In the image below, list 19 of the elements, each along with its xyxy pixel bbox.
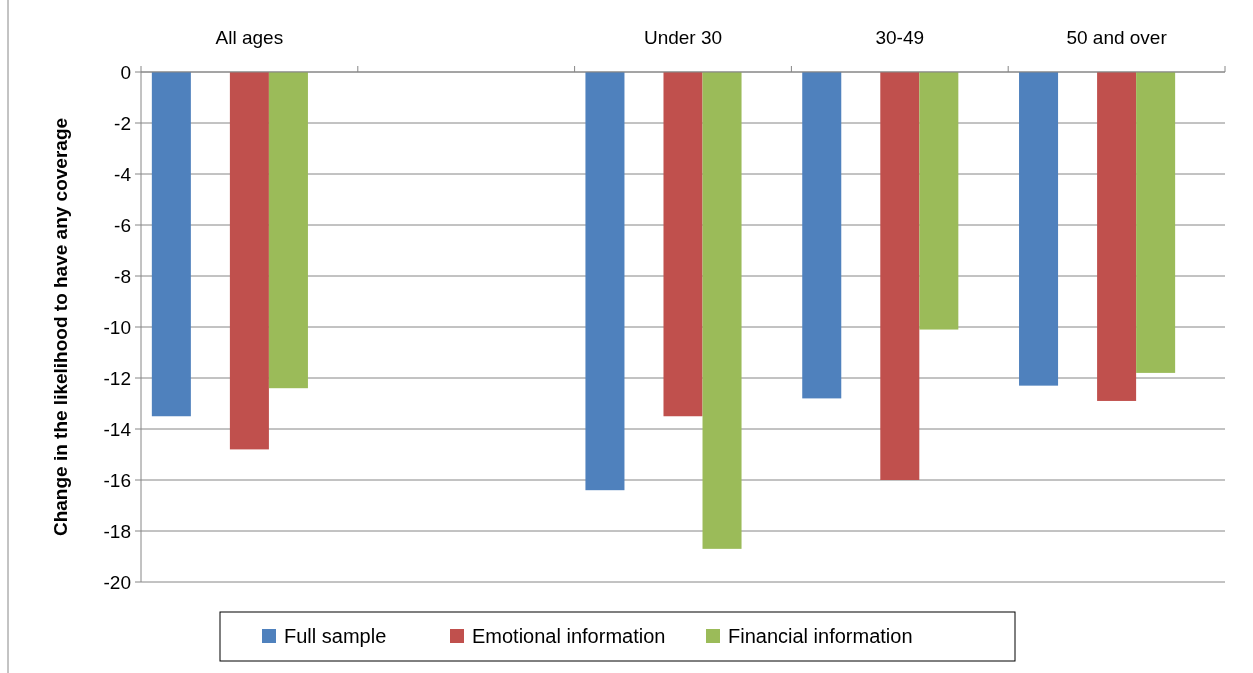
x-tick-label: 30-49	[875, 27, 925, 48]
y-tick-label: -20	[103, 571, 131, 593]
legend-label: Financial information	[728, 625, 913, 647]
y-tick-label: -16	[103, 469, 131, 491]
y-tick-label: -8	[114, 265, 131, 287]
x-tick-label: All ages	[215, 27, 284, 48]
y-axis-title: Change in the likelihood to have any coverage	[50, 117, 71, 537]
y-tick-label: -4	[114, 163, 132, 185]
legend-label: Emotional information	[472, 625, 666, 647]
y-tick-label: -10	[103, 316, 131, 338]
legend-label: Full sample	[284, 625, 387, 647]
x-tick-label: Under 30	[643, 27, 723, 48]
x-tick-label: 50 and over	[1066, 27, 1168, 48]
y-tick-label: -6	[114, 214, 131, 236]
y-tick-label: -14	[103, 418, 132, 440]
y-tick-label: -18	[103, 520, 131, 542]
y-tick-label: -2	[114, 112, 131, 134]
y-tick-label: 0	[120, 61, 131, 83]
y-tick-label: -12	[103, 367, 131, 389]
